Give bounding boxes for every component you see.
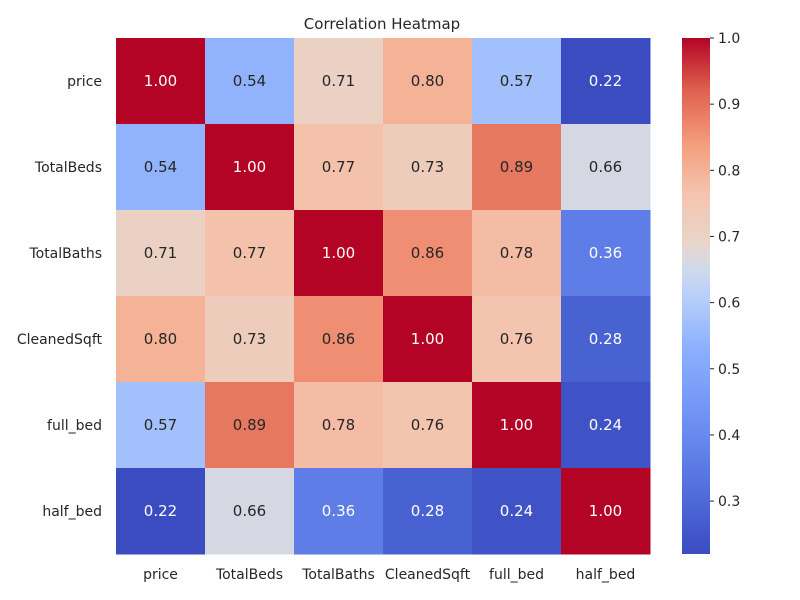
heatmap-cell [383,210,473,297]
heatmap-cell [472,38,562,125]
heatmap-cell [116,124,206,211]
cell-value-label: 0.71 [144,244,177,262]
cell-value-label: 0.28 [589,330,622,348]
x-tick-label: TotalBeds [215,567,283,583]
cell-value-label: 0.76 [500,330,533,348]
heatmap-cell [561,296,651,383]
y-tick-label: TotalBaths [28,246,102,262]
colorbar-tick-label: 0.5 [718,362,740,378]
colorbar-tick-label: 0.4 [718,428,740,444]
cell-value-label: 0.86 [411,244,444,262]
heatmap-cell [116,38,206,125]
heatmap-cell [561,210,651,297]
cell-value-label: 0.77 [233,244,266,262]
heatmap-cell [472,210,562,297]
chart-title: Correlation Heatmap [304,15,460,33]
colorbar: 1.0 0.9 0.8 0.7 0.6 0.5 0.4 0.3 [682,31,740,554]
heatmap-cell [205,210,295,297]
x-tick-label: CleanedSqft [385,567,471,583]
heatmap-cell [383,296,473,383]
cell-value-label: 0.77 [322,158,355,176]
cell-value-label: 0.80 [411,72,444,90]
cell-value-label: 0.71 [322,72,355,90]
x-tick-label: full_bed [489,567,544,583]
cell-value-label: 0.89 [233,416,266,434]
colorbar-tick-label: 0.6 [718,296,740,312]
cell-value-label: 1.00 [144,72,177,90]
cell-value-label: 0.54 [144,158,177,176]
cell-value-label: 1.00 [500,416,533,434]
cell-value-label: 0.76 [411,416,444,434]
cell-value-label: 0.57 [500,72,533,90]
cell-value-label: 1.00 [589,502,622,520]
colorbar-tick-label: 0.3 [718,494,740,510]
cell-value-label: 0.73 [411,158,444,176]
y-tick-label: CleanedSqft [17,332,103,348]
cell-value-label: 0.57 [144,416,177,434]
heatmap-cell [205,382,295,469]
heatmap-cell [383,124,473,211]
cell-value-label: 0.24 [500,502,533,520]
heatmap-cell [561,468,651,555]
x-tick-labels: price TotalBeds TotalBaths CleanedSqft full_… [143,567,635,583]
heatmap-cells: 1.00 0.54 0.71 0.80 0.57 0.22 0.54 1.00 0.77 0.73… [116,38,651,555]
cell-value-label: 0.86 [322,330,355,348]
heatmap-cell [116,468,206,555]
heatmap-cell [294,296,384,383]
heatmap-cell [294,124,384,211]
cell-value-label: 0.89 [500,158,533,176]
x-tick-label: half_bed [576,567,636,583]
heatmap-cell [561,382,651,469]
cell-value-label: 0.78 [500,244,533,262]
heatmap-cell [561,124,651,211]
cell-value-label: 0.80 [144,330,177,348]
heatmap-cell [205,124,295,211]
y-tick-label: full_bed [47,418,102,434]
cell-value-label: 0.22 [589,72,622,90]
x-tick-label: TotalBaths [301,567,375,583]
colorbar-tick-label: 0.8 [718,163,740,179]
cell-value-label: 0.28 [411,502,444,520]
cell-value-label: 1.00 [411,330,444,348]
heatmap-cell [116,210,206,297]
heatmap-cell [561,38,651,125]
cell-value-label: 1.00 [322,244,355,262]
heatmap-cell [472,124,562,211]
heatmap-cell [472,382,562,469]
heatmap-cell [294,38,384,125]
heatmap-cell [383,468,473,555]
heatmap-cell [116,296,206,383]
cell-value-label: 0.36 [589,244,622,262]
cell-value-label: 0.36 [322,502,355,520]
colorbar-tick-label: 1.0 [718,31,740,47]
heatmap-cell [205,468,295,555]
heatmap-cell [294,382,384,469]
cell-value-label: 0.66 [589,158,622,176]
heatmap-cell [116,382,206,469]
heatmap-cell [472,296,562,383]
cell-value-label: 0.24 [589,416,622,434]
heatmap-cell [383,38,473,125]
colorbar-tick-label: 0.9 [718,97,740,113]
heatmap-cell [383,382,473,469]
colorbar-gradient [682,38,710,554]
x-tick-label: price [143,567,178,583]
cell-value-label: 0.78 [322,416,355,434]
heatmap-cell [294,210,384,297]
cell-value-label: 0.66 [233,502,266,520]
colorbar-tick-label: 0.7 [718,229,740,245]
y-tick-label: TotalBeds [34,160,102,176]
cell-value-label: 1.00 [233,158,266,176]
y-tick-label: price [67,74,102,90]
cell-value-label: 0.22 [144,502,177,520]
heatmap-cell [294,468,384,555]
heatmap-cell [205,296,295,383]
cell-value-label: 0.73 [233,330,266,348]
y-tick-label: half_bed [42,504,102,520]
heatmap-cell [205,38,295,125]
y-tick-labels: price TotalBeds TotalBaths CleanedSqft full_… [17,74,103,520]
cell-value-label: 0.54 [233,72,266,90]
heatmap-cell [472,468,562,555]
